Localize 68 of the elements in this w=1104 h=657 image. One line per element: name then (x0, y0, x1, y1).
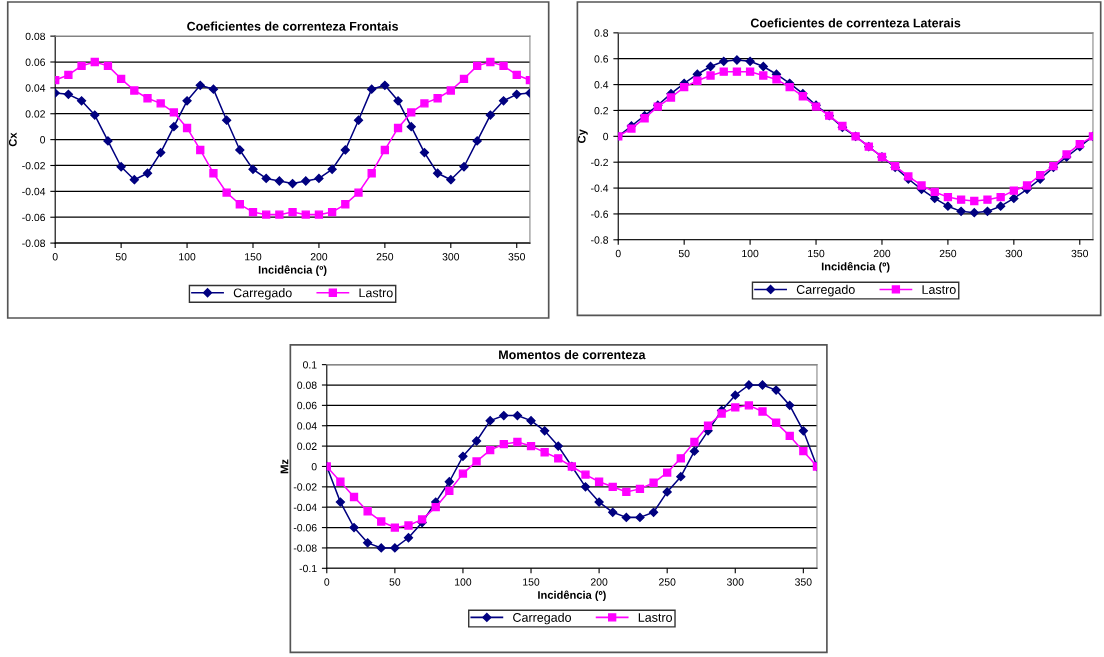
y-axis-title: Cy (577, 129, 588, 143)
y-tick-label: -0.08 (22, 239, 46, 247)
y-tick-label: 0 (603, 132, 609, 141)
y-tick-label: 0 (311, 462, 317, 471)
y-tick-label: 0.4 (594, 81, 609, 89)
x-tick-label: 50 (678, 249, 690, 258)
x-tick-label: 350 (508, 253, 526, 261)
y-tick-label: 0.2 (594, 106, 608, 115)
y-tick-label: -0.06 (22, 213, 46, 222)
legend-label: Lastro (638, 613, 672, 622)
chart-title: Coeficientes de correnteza Laterais (750, 18, 961, 28)
x-tick-label: 150 (245, 253, 262, 261)
x-tick-label: 250 (376, 253, 394, 261)
y-tick-label: -0.06 (293, 524, 317, 532)
x-tick-label: 350 (795, 578, 812, 586)
x-tick-label: 350 (1071, 249, 1089, 258)
x-axis-title: Incidência (º) (821, 262, 890, 273)
y-tick-label: -0.2 (591, 158, 608, 167)
y-axis-title: Cx (8, 132, 17, 147)
x-tick-label: 100 (742, 249, 759, 258)
y-tick-label: 0 (40, 136, 46, 144)
x-tick-label: 0 (324, 578, 330, 586)
x-tick-label: 0 (52, 253, 58, 261)
legend-label: Carregado (233, 288, 292, 300)
x-tick-label: 300 (442, 253, 460, 261)
y-tick-label: 0.04 (25, 84, 46, 92)
x-tick-label: 50 (389, 578, 401, 586)
y-tick-label: 0.06 (25, 58, 46, 66)
legend-label: Carregado (513, 612, 572, 625)
y-tick-label: -0.04 (293, 503, 317, 512)
x-tick-label: 250 (659, 578, 676, 586)
y-tick-label: -0.02 (22, 161, 45, 170)
y-tick-label: -0.02 (293, 483, 317, 491)
chart-title: Momentos de correnteza (499, 350, 646, 360)
y-tick-label: -0.8 (591, 236, 609, 244)
x-tick-label: 100 (179, 253, 196, 261)
y-tick-label: 0.02 (297, 442, 317, 450)
y-tick-label: -0.4 (591, 184, 609, 192)
x-tick-label: 50 (115, 253, 127, 261)
x-tick-label: 150 (523, 578, 540, 586)
legend-label: Lastro (922, 285, 956, 294)
x-tick-label: 200 (310, 253, 328, 261)
y-tick-label: 0.8 (594, 29, 609, 37)
x-tick-label: 0 (615, 249, 621, 258)
y-tick-label: 0.04 (297, 422, 317, 430)
y-tick-label: 0.06 (297, 401, 317, 410)
y-axis-title: Mz (280, 459, 289, 474)
x-tick-label: 200 (873, 249, 891, 258)
legend-label: Lastro (359, 288, 393, 298)
x-tick-label: 250 (939, 249, 957, 258)
y-tick-label: 0.1 (302, 361, 317, 369)
y-tick-label: -0.08 (293, 544, 317, 552)
x-tick-label: 150 (808, 249, 825, 258)
x-tick-label: 300 (726, 578, 744, 586)
x-axis-title: Incidência (º) (538, 590, 606, 602)
y-tick-label: 0.02 (25, 110, 45, 118)
y-tick-label: -0.1 (299, 564, 317, 573)
y-tick-label: 0.6 (594, 55, 609, 63)
x-tick-label: 200 (590, 578, 608, 586)
x-tick-label: 300 (1005, 249, 1023, 258)
legend-label: Carregado (796, 284, 855, 297)
x-tick-label: 100 (455, 578, 472, 586)
y-tick-label: -0.04 (22, 187, 46, 196)
y-tick-label: 0.08 (297, 381, 317, 389)
x-axis-title: Incidência (º) (258, 265, 327, 276)
chart-title: Coeficientes de correnteza Frontais (187, 21, 398, 31)
y-tick-label: -0.6 (591, 210, 609, 218)
y-tick-label: 0.08 (25, 32, 46, 41)
